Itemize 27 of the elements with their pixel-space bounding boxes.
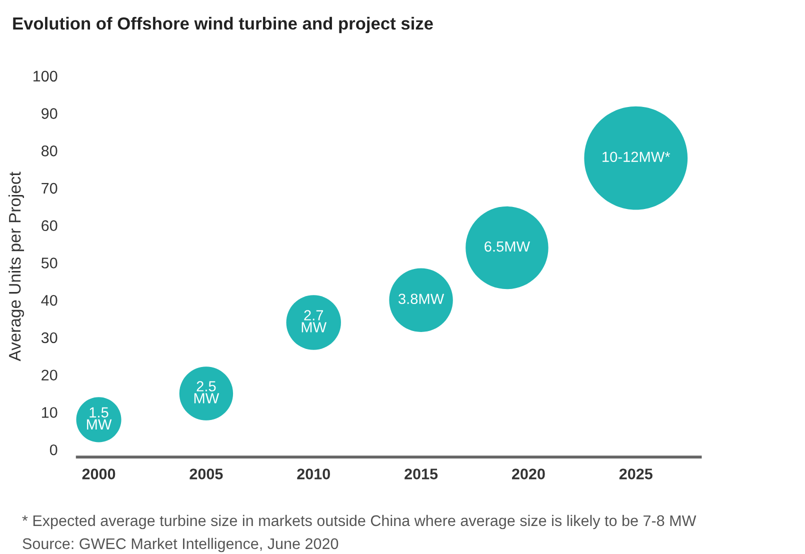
chart-title: Evolution of Offshore wind turbine and project size xyxy=(13,16,433,34)
y-tick-label: 100 xyxy=(34,70,58,82)
annotation: 6.5MW xyxy=(484,241,530,252)
x-tick-label: 2000 xyxy=(82,468,116,480)
y-tick-label: 60 xyxy=(42,220,58,232)
annotation: 1.5 MW xyxy=(87,407,112,430)
y-axis-title: Average Units per Project xyxy=(8,172,24,362)
x-tick-label: 2015 xyxy=(404,468,438,480)
y-tick-label: 10 xyxy=(42,407,58,418)
x-tick-label: 2005 xyxy=(190,468,223,480)
annotation: 2.5 MW xyxy=(194,381,220,404)
y-tick-label: 70 xyxy=(42,182,58,194)
annotation: 3.8MW xyxy=(398,294,444,304)
y-tick-label: 80 xyxy=(42,146,58,156)
y-tick-label: 40 xyxy=(41,294,58,306)
y-tick-label: 50 xyxy=(41,258,58,268)
y-tick-label: 90 xyxy=(42,108,58,119)
source-note: Source: GWEC Market Intelligence, June 2020 xyxy=(22,538,338,552)
x-tick-label: 2020 xyxy=(512,468,545,480)
y-tick-label: 0 xyxy=(50,444,58,456)
y-tick-label: 30 xyxy=(41,332,58,344)
x-tick-label: 2010 xyxy=(297,468,330,480)
annotation: 10-12MW* xyxy=(602,152,670,162)
y-tick-label: 20 xyxy=(42,370,58,381)
text: * Expected average turbine size in markets outside China where average size is likely to be 7-8 MW xyxy=(22,514,696,530)
x-tick-label: 2025 xyxy=(619,468,652,480)
annotation: 2.7 MW xyxy=(302,310,327,332)
